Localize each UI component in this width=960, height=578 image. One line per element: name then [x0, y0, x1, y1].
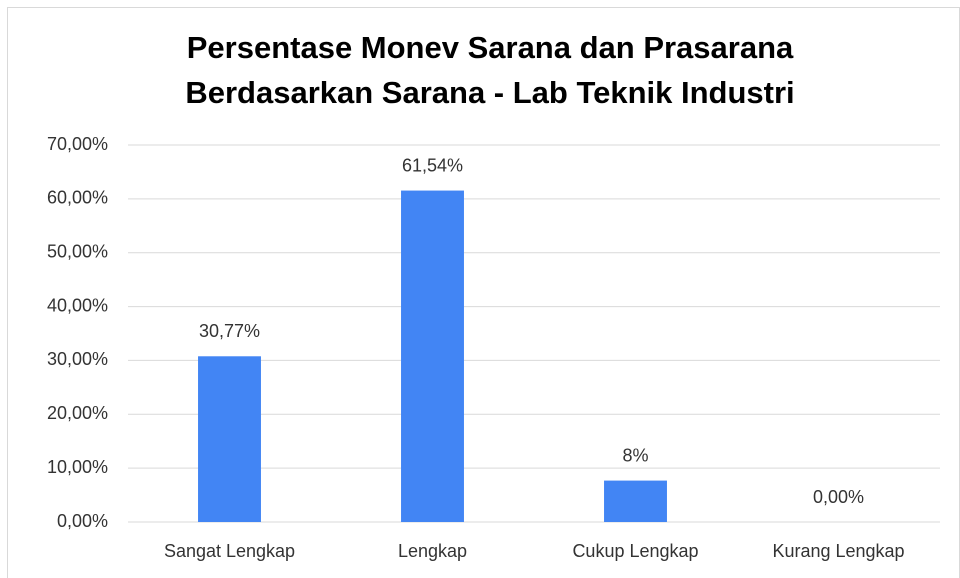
value-label: 0,00% [813, 487, 864, 507]
x-tick-label: Cukup Lengkap [572, 541, 698, 561]
y-tick-label: 20,00% [47, 403, 108, 423]
value-label: 8% [622, 445, 648, 465]
y-tick-label: 50,00% [47, 241, 108, 261]
x-tick-label: Sangat Lengkap [164, 541, 295, 561]
y-tick-label: 70,00% [47, 134, 108, 154]
y-tick-label: 40,00% [47, 295, 108, 315]
value-label: 30,77% [199, 321, 260, 341]
bar [401, 190, 464, 522]
chart-title: Persentase Monev Sarana dan Prasarana [187, 30, 794, 65]
bar [198, 356, 261, 522]
y-tick-label: 0,00% [57, 511, 108, 531]
chart-frame [7, 7, 960, 578]
y-tick-label: 60,00% [47, 188, 108, 208]
bar [604, 480, 667, 522]
value-label: 61,54% [402, 155, 463, 175]
chart-title: Berdasarkan Sarana - Lab Teknik Industri [185, 75, 794, 110]
x-tick-label: Lengkap [398, 541, 467, 561]
x-tick-label: Kurang Lengkap [772, 541, 904, 561]
y-tick-label: 30,00% [47, 349, 108, 369]
y-tick-label: 10,00% [47, 457, 108, 477]
